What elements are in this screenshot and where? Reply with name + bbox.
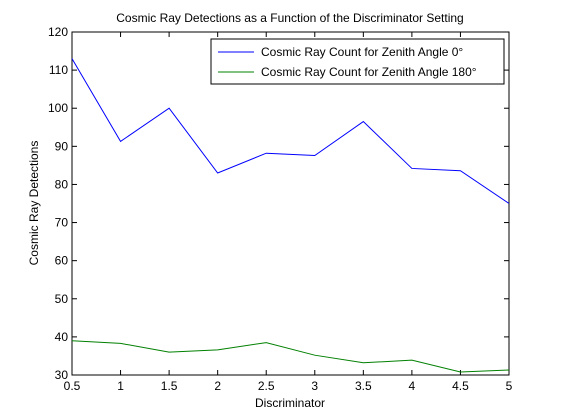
- legend-box: [210, 38, 505, 85]
- y-axis: 30 40 50 60 70 80 90 100 110 120: [48, 25, 509, 382]
- x-tick-label: 4.5: [452, 379, 469, 393]
- x-tick-label: 3.5: [355, 379, 372, 393]
- plot-area: [71, 31, 510, 376]
- chart-title: Cosmic Ray Detections as a Function of t…: [116, 11, 463, 25]
- y-axis-label: Cosmic Ray Detections: [27, 141, 41, 266]
- series-line-zenith-180: [71, 340, 510, 373]
- series-layer: [71, 58, 510, 373]
- x-tick-label: 2.5: [258, 379, 275, 393]
- legend: Cosmic Ray Count for Zenith Angle 0° Cos…: [210, 38, 505, 85]
- x-axis: 0.5 1 1.5 2 2.5 3 3.5 4 4.5 5: [64, 32, 513, 393]
- legend-entry-zenith-180: Cosmic Ray Count for Zenith Angle 180°: [261, 65, 477, 79]
- y-tick-label: 60: [55, 254, 69, 268]
- y-tick-label: 120: [48, 25, 68, 39]
- x-tick-label: 4: [409, 379, 416, 393]
- y-tick-label: 100: [48, 101, 68, 115]
- y-tick-label: 70: [55, 216, 69, 230]
- x-tick-label: 5: [506, 379, 513, 393]
- y-tick-label: 80: [55, 177, 69, 191]
- x-tick-label: 0.5: [64, 379, 81, 393]
- x-tick-label: 3: [311, 379, 318, 393]
- x-tick-label: 2: [214, 379, 221, 393]
- y-tick-label: 40: [55, 330, 69, 344]
- y-tick-label: 110: [49, 63, 68, 77]
- legend-entry-zenith-0: Cosmic Ray Count for Zenith Angle 0°: [261, 45, 463, 59]
- y-tick-label: 90: [55, 139, 69, 153]
- series-line-zenith-0: [71, 58, 510, 204]
- x-tick-label: 1.5: [161, 379, 178, 393]
- x-tick-label: 1: [117, 379, 124, 393]
- y-tick-label: 30: [55, 368, 69, 382]
- y-tick-label: 50: [55, 292, 69, 306]
- x-axis-label: Discriminator: [255, 396, 325, 410]
